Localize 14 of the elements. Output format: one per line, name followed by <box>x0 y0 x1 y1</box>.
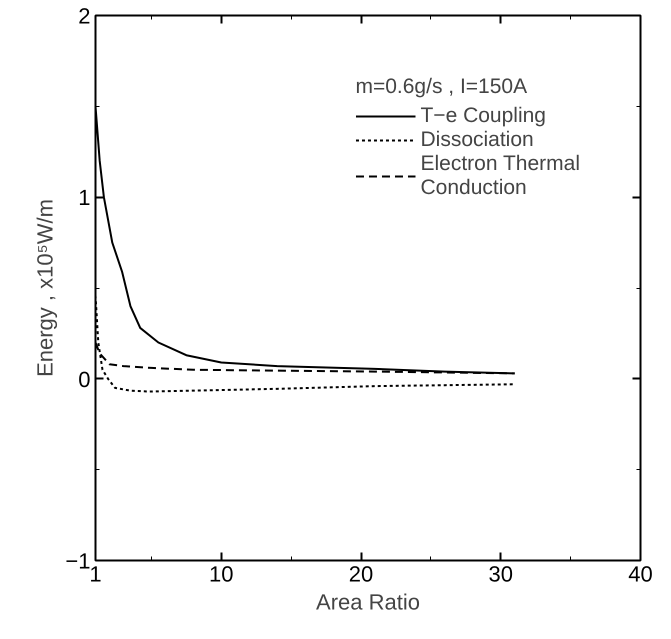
y-tick-label: −1 <box>65 548 91 574</box>
x-axis-title: Area Ratio <box>316 590 420 614</box>
legend-title: m=0.6g/s , I=150A <box>355 75 528 99</box>
y-tick-label: 2 <box>78 4 91 28</box>
y-tick-label: 1 <box>78 185 91 210</box>
x-tick-label: 30 <box>488 562 514 586</box>
legend-label: T−e Coupling <box>420 104 546 128</box>
legend-label: Dissociation <box>420 128 534 152</box>
y-tick-label: 0 <box>78 366 91 392</box>
y-axis-title: Energy , x10⁵W/m <box>32 199 58 377</box>
x-tick-label: 20 <box>348 562 374 586</box>
x-tick-label: 10 <box>209 562 234 586</box>
legend-label: Electron Thermal Conduction <box>420 152 580 200</box>
x-tick-label: 40 <box>628 562 653 586</box>
